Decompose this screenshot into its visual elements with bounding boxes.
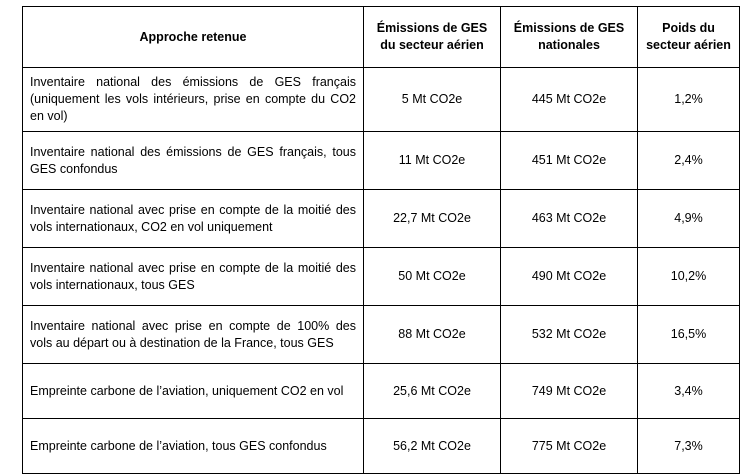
aviation-emissions-cell: 88 Mt CO2e <box>363 305 501 364</box>
share-cell: 1,2% <box>637 67 740 132</box>
aviation-emissions-cell: 25,6 Mt CO2e <box>363 363 501 419</box>
table-row: Inventaire national avec prise en compte… <box>22 247 740 306</box>
header-aviation-emissions: Émissions de GES du secteur aérien <box>363 6 501 68</box>
share-cell: 7,3% <box>637 418 740 474</box>
approach-cell: Empreinte carbone de l’aviation, uniquem… <box>22 363 364 419</box>
table-row: Inventaire national des émissions de GES… <box>22 67 740 132</box>
approach-cell: Inventaire national avec prise en compte… <box>22 189 364 248</box>
national-emissions-cell: 749 Mt CO2e <box>500 363 638 419</box>
share-cell: 10,2% <box>637 247 740 306</box>
national-emissions-cell: 775 Mt CO2e <box>500 418 638 474</box>
share-cell: 2,4% <box>637 131 740 190</box>
aviation-emissions-cell: 56,2 Mt CO2e <box>363 418 501 474</box>
approach-cell: Empreinte carbone de l’aviation, tous GE… <box>22 418 364 474</box>
approach-cell: Inventaire national avec prise en compte… <box>22 305 364 364</box>
national-emissions-cell: 451 Mt CO2e <box>500 131 638 190</box>
aviation-emissions-cell: 50 Mt CO2e <box>363 247 501 306</box>
header-aviation-share: Poids du secteur aérien <box>637 6 740 68</box>
table-row: Empreinte carbone de l’aviation, tous GE… <box>22 418 740 474</box>
approach-cell: Inventaire national des émissions de GES… <box>22 131 364 190</box>
national-emissions-cell: 463 Mt CO2e <box>500 189 638 248</box>
approach-cell: Inventaire national des émissions de GES… <box>22 67 364 132</box>
aviation-emissions-cell: 11 Mt CO2e <box>363 131 501 190</box>
national-emissions-cell: 445 Mt CO2e <box>500 67 638 132</box>
aviation-emissions-cell: 22,7 Mt CO2e <box>363 189 501 248</box>
header-row: Approche retenue Émissions de GES du sec… <box>22 6 740 68</box>
aviation-emissions-cell: 5 Mt CO2e <box>363 67 501 132</box>
share-cell: 16,5% <box>637 305 740 364</box>
share-cell: 4,9% <box>637 189 740 248</box>
table-row: Inventaire national avec prise en compte… <box>22 305 740 364</box>
header-national-emissions: Émissions de GES nationales <box>500 6 638 68</box>
national-emissions-cell: 532 Mt CO2e <box>500 305 638 364</box>
table-row: Inventaire national avec prise en compte… <box>22 189 740 248</box>
table-row: Empreinte carbone de l’aviation, uniquem… <box>22 363 740 419</box>
table-row: Inventaire national des émissions de GES… <box>22 131 740 190</box>
national-emissions-cell: 490 Mt CO2e <box>500 247 638 306</box>
emissions-table: Approche retenue Émissions de GES du sec… <box>22 6 740 474</box>
approach-cell: Inventaire national avec prise en compte… <box>22 247 364 306</box>
share-cell: 3,4% <box>637 363 740 419</box>
header-approach: Approche retenue <box>22 6 364 68</box>
